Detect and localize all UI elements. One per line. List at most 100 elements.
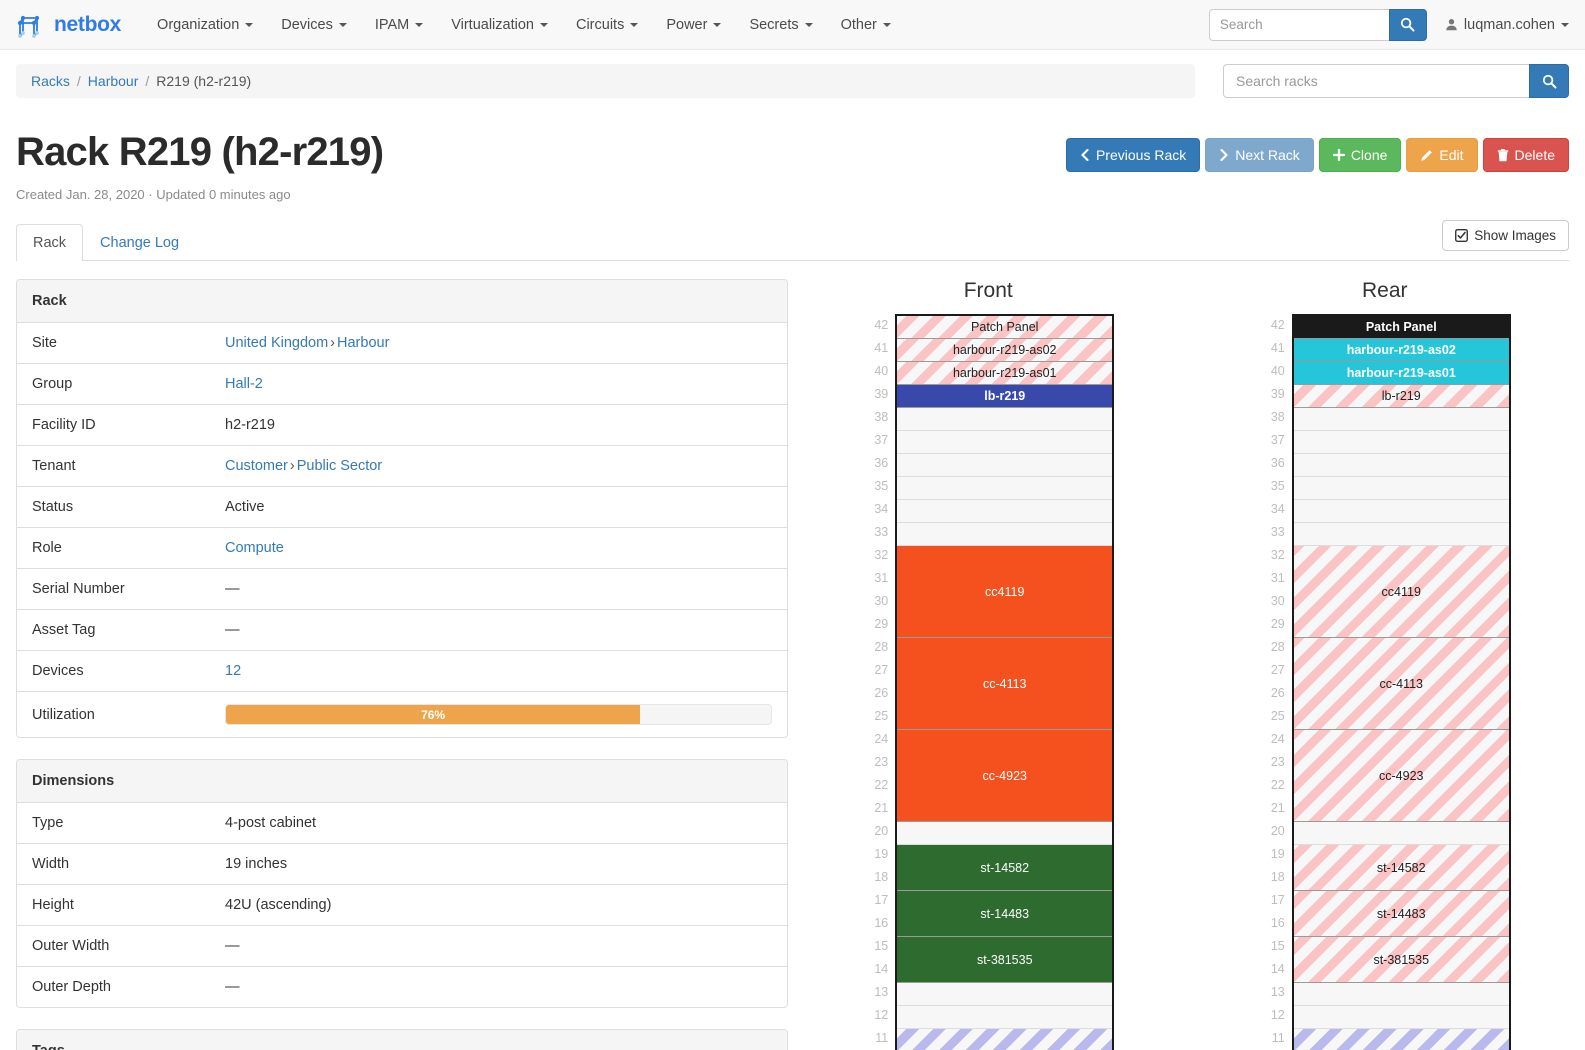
- row-value-type: 4-post cabinet: [225, 815, 317, 831]
- rack-device-cc4119[interactable]: cc4119: [1293, 546, 1509, 638]
- unit-number-39: 39: [874, 387, 889, 401]
- link-devices-count[interactable]: 12: [225, 663, 242, 679]
- unit-number-34: 34: [874, 502, 889, 516]
- rack-device-lb-r219[interactable]: lb-r219: [1293, 385, 1509, 408]
- rack-unit-empty-35[interactable]: [897, 477, 1113, 500]
- rack-device-st-381535[interactable]: st-381535: [897, 937, 1113, 983]
- rack-unit-empty-37[interactable]: [897, 431, 1113, 454]
- rack-device-st-14582[interactable]: st-14582: [1293, 845, 1509, 891]
- nav-item-ipam[interactable]: IPAM: [361, 8, 437, 42]
- nav-item-virtualization[interactable]: Virtualization: [437, 8, 562, 42]
- link-group[interactable]: Hall-2: [225, 376, 263, 392]
- row-label-facility-id: Facility ID: [32, 417, 96, 433]
- user-menu[interactable]: luqman.cohen: [1445, 17, 1569, 33]
- rack-unit-empty-12[interactable]: [1293, 1006, 1509, 1029]
- link-tenant[interactable]: Public Sector: [296, 458, 383, 474]
- global-search-input[interactable]: [1208, 8, 1389, 41]
- link-site-region[interactable]: United Kingdom: [225, 335, 329, 351]
- clone-button[interactable]: Clone: [1318, 138, 1402, 172]
- rack-unit-empty-38[interactable]: [897, 408, 1113, 431]
- unit-number-18: 18: [874, 870, 889, 884]
- rack-device-cc-4113[interactable]: cc-4113: [897, 638, 1113, 730]
- rack-unit-empty-35[interactable]: [1293, 477, 1509, 500]
- nav-item-organization-label: Organization: [157, 16, 240, 33]
- unit-number-33: 33: [874, 525, 889, 539]
- rack-unit-empty-34[interactable]: [1293, 500, 1509, 523]
- show-images-button[interactable]: Show Images: [1442, 220, 1569, 251]
- rack-unit-empty-20[interactable]: [1293, 822, 1509, 845]
- nav-item-devices[interactable]: Devices: [267, 8, 361, 42]
- rack-search-input[interactable]: [1223, 64, 1529, 98]
- nav-item-circuits[interactable]: Circuits: [562, 8, 652, 42]
- rack-unit-empty-36[interactable]: [897, 454, 1113, 477]
- row-value-width: 19 inches: [225, 856, 288, 872]
- link-tenant-group[interactable]: Customer: [225, 458, 288, 474]
- rack-device-harbour-r219-as01[interactable]: harbour-r219-as01: [897, 362, 1113, 385]
- breadcrumb-item-harbour[interactable]: Harbour: [87, 73, 139, 89]
- rack-unit-empty-38[interactable]: [1293, 408, 1509, 431]
- rack-unit-empty-37[interactable]: [1293, 431, 1509, 454]
- brand-logo[interactable]: netbox: [16, 10, 121, 40]
- rack-device-lb-r219[interactable]: lb-r219: [897, 385, 1113, 408]
- rack-unit-empty-33[interactable]: [1293, 523, 1509, 546]
- link-role[interactable]: Compute: [225, 540, 284, 556]
- rack-device-st-14582[interactable]: st-14582: [897, 845, 1113, 891]
- rack-grid-front: 42 41 40 39 38 37 36 35 34 33 32 31 30 29 28 27 26 25 24 23…: [862, 314, 1115, 1050]
- rack-device-st-14483[interactable]: st-14483: [1293, 891, 1509, 937]
- rack-device-label: st-381535: [1373, 952, 1430, 967]
- rack-unit-reserved-11[interactable]: [897, 1029, 1113, 1050]
- rack-device-st-381535[interactable]: st-381535: [1293, 937, 1509, 983]
- rack-unit-empty-13[interactable]: [1293, 983, 1509, 1006]
- rack-device-patch-panel[interactable]: Patch Panel: [897, 316, 1113, 339]
- nav-item-power[interactable]: Power: [652, 8, 735, 42]
- unit-number-22: 22: [1270, 778, 1285, 792]
- unit-number-26: 26: [1270, 686, 1285, 700]
- delete-button[interactable]: Delete: [1482, 138, 1569, 172]
- breadcrumb-item-racks[interactable]: Racks: [31, 73, 70, 89]
- nav-item-organization[interactable]: Organization: [143, 8, 267, 42]
- rack-unit-empty-12[interactable]: [897, 1006, 1113, 1029]
- rack-unit-reserved-11[interactable]: [1293, 1029, 1509, 1050]
- edit-button[interactable]: Edit: [1406, 138, 1478, 172]
- nav-item-secrets[interactable]: Secrets: [735, 8, 826, 42]
- rack-device-harbour-r219-as01[interactable]: harbour-r219-as01: [1293, 362, 1509, 385]
- rack-device-cc-4923[interactable]: cc-4923: [897, 730, 1113, 822]
- rack-device-cc-4113[interactable]: cc-4113: [1293, 638, 1509, 730]
- unit-number-15: 15: [874, 939, 889, 953]
- unit-number-17: 17: [1270, 893, 1285, 907]
- previous-rack-button[interactable]: Previous Rack: [1065, 138, 1201, 172]
- row-label-utilization: Utilization: [32, 706, 95, 723]
- row-value-outer-depth: —: [225, 979, 240, 995]
- tab-change-log[interactable]: Change Log: [83, 224, 196, 261]
- unit-number-31: 31: [1270, 571, 1285, 585]
- unit-number-40: 40: [874, 364, 889, 378]
- rack-unit-empty-33[interactable]: [897, 523, 1113, 546]
- tags-panel: Tags No tags assigned: [16, 1029, 788, 1050]
- rack-device-label: st-14582: [1376, 860, 1426, 875]
- next-rack-label: Next Rack: [1235, 147, 1300, 163]
- rack-unit-empty-20[interactable]: [897, 822, 1113, 845]
- rack-device-harbour-r219-as02[interactable]: harbour-r219-as02: [897, 339, 1113, 362]
- link-site[interactable]: Harbour: [337, 335, 390, 351]
- rack-elevations: Front 42 41 40 39 38 37 36 35 34 33 32 31 30 29 28 27 26…: [804, 279, 1569, 1050]
- rack-device-cc4119[interactable]: cc4119: [897, 546, 1113, 638]
- page-meta: Created Jan. 28, 2020 · Updated 0 minute…: [16, 187, 291, 202]
- rack-device-patch-panel[interactable]: Patch Panel: [1293, 316, 1509, 339]
- unit-number-17: 17: [874, 893, 889, 907]
- chevron-right-icon: [1220, 149, 1228, 161]
- next-rack-button[interactable]: Next Rack: [1205, 138, 1314, 172]
- unit-number-42: 42: [874, 318, 889, 332]
- rack-search-button[interactable]: [1529, 64, 1569, 98]
- rack-unit-empty-36[interactable]: [1293, 454, 1509, 477]
- rack-unit-empty-34[interactable]: [897, 500, 1113, 523]
- global-search-button[interactable]: [1388, 8, 1427, 41]
- rack-device-cc-4923[interactable]: cc-4923: [1293, 730, 1509, 822]
- rack-unit-empty-13[interactable]: [897, 983, 1113, 1006]
- rack-device-harbour-r219-as02[interactable]: harbour-r219-as02: [1293, 339, 1509, 362]
- rack-device-st-14483[interactable]: st-14483: [897, 891, 1113, 937]
- rack-body: Patch Panel harbour-r219-as02 harbour-r219…: [1291, 314, 1511, 1050]
- tab-rack[interactable]: Rack: [16, 224, 84, 261]
- nav-item-other[interactable]: Other: [827, 8, 905, 42]
- rack-device-label: lb-r219: [984, 389, 1026, 403]
- rack-elevation-front: Front 42 41 40 39 38 37 36 35 34 33 32 31 30 29 28 27 26…: [862, 279, 1115, 1050]
